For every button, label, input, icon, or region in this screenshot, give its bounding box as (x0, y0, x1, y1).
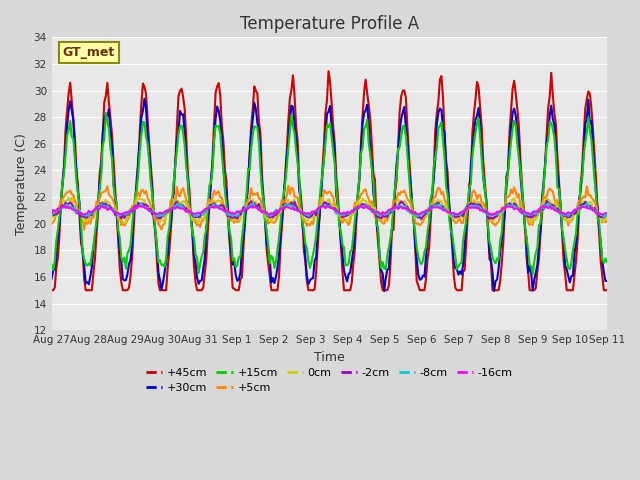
+45cm (241, 212, 249, 217)
0cm (603, 216, 611, 222)
-16cm (48, 210, 56, 216)
0cm (575, 204, 583, 210)
-2cm (603, 213, 611, 218)
0cm (291, 197, 298, 203)
-16cm (232, 210, 239, 216)
+30cm (116, 249, 124, 254)
+15cm (102, 110, 109, 116)
-2cm (232, 215, 239, 220)
-16cm (213, 204, 221, 210)
+5cm (575, 197, 583, 203)
+45cm (48, 288, 56, 293)
X-axis label: Time: Time (314, 350, 345, 363)
+15cm (215, 123, 223, 129)
+30cm (603, 278, 611, 284)
Line: 0cm: 0cm (52, 197, 607, 224)
Text: GT_met: GT_met (63, 46, 115, 59)
-8cm (600, 215, 608, 220)
-16cm (291, 207, 298, 213)
+5cm (234, 219, 241, 225)
-2cm (213, 203, 221, 208)
-8cm (572, 207, 580, 213)
Line: -8cm: -8cm (52, 203, 607, 217)
0cm (232, 217, 239, 223)
-16cm (603, 210, 611, 216)
-2cm (486, 216, 493, 222)
0cm (319, 194, 326, 200)
+15cm (603, 259, 611, 265)
0cm (213, 198, 221, 204)
+45cm (603, 288, 611, 293)
+15cm (234, 263, 241, 268)
-2cm (241, 206, 249, 212)
Line: +15cm: +15cm (52, 113, 607, 274)
+5cm (48, 221, 56, 227)
-8cm (241, 205, 249, 211)
-8cm (291, 205, 298, 211)
Line: +45cm: +45cm (52, 71, 607, 290)
+15cm (529, 271, 536, 277)
-2cm (291, 199, 298, 205)
+45cm (324, 68, 332, 74)
+30cm (243, 197, 250, 203)
Line: -2cm: -2cm (52, 201, 607, 219)
+15cm (243, 191, 250, 196)
+15cm (292, 147, 300, 153)
+5cm (294, 195, 301, 201)
+15cm (575, 212, 583, 217)
0cm (527, 221, 535, 227)
-2cm (575, 204, 583, 210)
-2cm (48, 211, 56, 216)
+30cm (48, 276, 56, 281)
-8cm (232, 211, 239, 217)
-8cm (116, 213, 124, 218)
-8cm (48, 213, 56, 218)
-8cm (213, 203, 221, 209)
+30cm (575, 197, 583, 203)
-8cm (603, 212, 611, 218)
+30cm (234, 278, 241, 284)
Legend: +45cm, +30cm, +15cm, +5cm, 0cm, -2cm, -8cm, -16cm: +45cm, +30cm, +15cm, +5cm, 0cm, -2cm, -8… (141, 363, 517, 398)
+45cm (232, 288, 239, 293)
-16cm (357, 203, 365, 208)
+30cm (380, 288, 388, 294)
+15cm (117, 254, 125, 260)
+45cm (573, 237, 581, 243)
-2cm (543, 198, 550, 204)
+5cm (243, 201, 250, 206)
Line: +5cm: +5cm (52, 186, 607, 229)
+5cm (603, 218, 611, 224)
-16cm (489, 212, 497, 218)
Line: +30cm: +30cm (52, 99, 607, 291)
-16cm (116, 211, 124, 217)
+5cm (117, 222, 125, 228)
+5cm (80, 227, 88, 232)
Title: Temperature Profile A: Temperature Profile A (240, 15, 419, 33)
0cm (116, 215, 124, 220)
0cm (48, 215, 56, 220)
-2cm (116, 213, 124, 219)
+30cm (215, 108, 223, 114)
Y-axis label: Temperature (C): Temperature (C) (15, 133, 28, 235)
-16cm (575, 205, 583, 211)
+45cm (291, 92, 298, 98)
+45cm (213, 84, 221, 89)
-16cm (241, 206, 249, 212)
+5cm (284, 183, 292, 189)
+15cm (48, 262, 56, 267)
+30cm (292, 134, 300, 140)
+45cm (116, 264, 124, 270)
0cm (241, 206, 249, 212)
+30cm (141, 96, 148, 102)
Line: -16cm: -16cm (52, 205, 607, 215)
+5cm (215, 189, 223, 194)
-8cm (583, 200, 591, 206)
